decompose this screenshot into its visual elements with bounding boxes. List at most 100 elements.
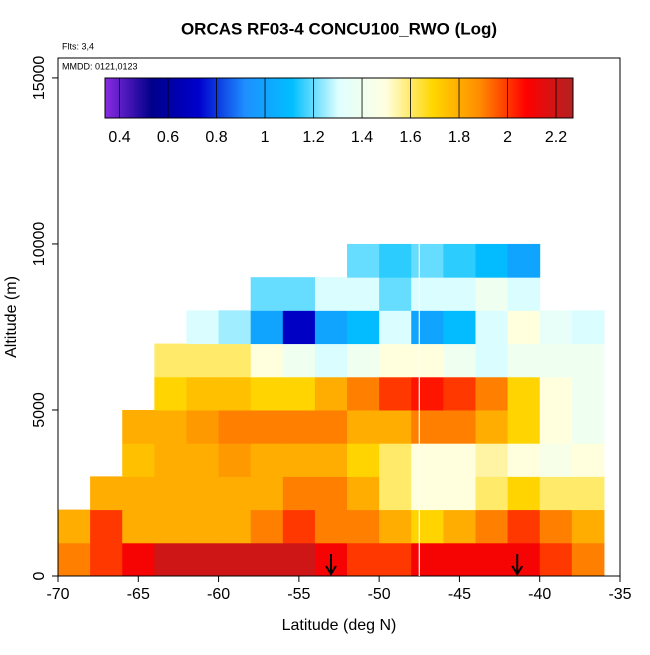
heat-cell	[507, 277, 541, 311]
heat-cell	[122, 409, 155, 444]
x-tick-label: -55	[287, 586, 310, 603]
x-tick-label: -60	[207, 586, 230, 603]
heat-cell	[475, 409, 509, 444]
heat-cell	[475, 343, 509, 378]
heat-cell	[186, 376, 220, 411]
heat-cell	[218, 343, 252, 378]
heat-cell	[154, 509, 187, 544]
heat-cell	[282, 343, 316, 378]
heat-cell	[347, 310, 380, 345]
heat-cell	[443, 310, 476, 345]
heat-cell	[186, 343, 220, 378]
heat-cell	[443, 243, 476, 278]
heat-cell	[411, 277, 444, 311]
heat-cell	[475, 542, 509, 577]
heat-cell	[571, 409, 605, 444]
heat-cell	[379, 376, 412, 411]
heat-cell	[507, 310, 541, 345]
heatmap	[58, 243, 605, 577]
colorbar-tick-label: 1.4	[351, 129, 373, 146]
heat-cell	[539, 476, 573, 511]
heat-cell	[379, 343, 412, 378]
heat-cell	[90, 509, 123, 544]
heat-cell	[411, 443, 444, 477]
x-tick-label: -45	[448, 586, 471, 603]
heat-cell	[539, 509, 573, 544]
heat-cell	[250, 310, 284, 345]
heat-cell	[443, 409, 476, 444]
heat-cell	[314, 476, 348, 511]
heat-cell	[475, 509, 509, 544]
heat-cell	[250, 509, 284, 544]
y-tick-label: 15000	[31, 56, 48, 101]
heat-cell	[314, 343, 348, 378]
heat-cell	[507, 443, 541, 477]
heat-cell	[443, 343, 476, 378]
heat-cell	[282, 277, 316, 311]
heat-cell	[314, 409, 348, 444]
heat-cell	[443, 277, 476, 311]
heat-cell	[218, 542, 252, 577]
colorbar	[104, 77, 574, 119]
heat-cell	[379, 509, 412, 544]
heat-cell	[411, 509, 444, 544]
heat-cell	[218, 409, 252, 444]
heat-cell	[571, 310, 605, 345]
heat-cell	[507, 376, 541, 411]
colorbar-tick-label: 1.8	[448, 129, 470, 146]
y-axis-label: Altitude (m)	[3, 276, 20, 358]
heat-cell	[122, 509, 155, 544]
colorbar-tick-label: 1	[261, 129, 270, 146]
heat-cell	[218, 443, 252, 477]
heat-cell	[282, 542, 316, 577]
colorbar-tick-label: 1.6	[399, 129, 421, 146]
heat-cell	[347, 376, 380, 411]
heat-cell	[411, 476, 444, 511]
heat-cell	[250, 542, 284, 577]
heat-cell	[347, 343, 380, 378]
heat-cell	[475, 376, 509, 411]
heat-cell	[282, 376, 316, 411]
heat-cell	[90, 542, 123, 577]
heat-cell	[571, 443, 605, 477]
heat-cell	[507, 343, 541, 378]
heat-cell	[186, 409, 220, 444]
heat-cell	[58, 509, 91, 544]
heat-cell	[186, 310, 220, 345]
heat-cell	[282, 476, 316, 511]
heat-cell	[122, 542, 155, 577]
heat-cell	[282, 310, 316, 345]
heat-cell	[379, 310, 412, 345]
heat-cell	[186, 542, 220, 577]
heat-cell	[443, 542, 476, 577]
heat-cell	[218, 476, 252, 511]
arrow-head	[325, 565, 337, 576]
heat-cell	[411, 310, 444, 345]
heat-cell	[539, 409, 573, 444]
heat-cell	[539, 376, 573, 411]
heat-cell	[250, 476, 284, 511]
x-tick-label: -70	[46, 586, 69, 603]
heat-cell	[379, 542, 412, 577]
heat-cell	[250, 343, 284, 378]
heat-cell	[571, 343, 605, 378]
heat-cell	[282, 443, 316, 477]
colorbar-tick-label: 2	[503, 129, 512, 146]
heat-cell	[122, 476, 155, 511]
heat-cell	[154, 343, 187, 378]
heat-cell	[314, 310, 348, 345]
x-axis-label: Latitude (deg N)	[282, 617, 397, 634]
colorbar-tick-label: 0.4	[108, 129, 130, 146]
heat-cell	[154, 409, 187, 444]
heat-cell	[507, 476, 541, 511]
heat-cell	[539, 343, 573, 378]
heat-cell	[314, 509, 348, 544]
heat-cell	[411, 376, 444, 411]
heat-cell	[347, 542, 380, 577]
heat-cell	[411, 542, 444, 577]
heat-cell	[154, 376, 187, 411]
x-tick-label: -40	[528, 586, 551, 603]
heat-cell	[250, 409, 284, 444]
heat-cell	[379, 243, 412, 278]
